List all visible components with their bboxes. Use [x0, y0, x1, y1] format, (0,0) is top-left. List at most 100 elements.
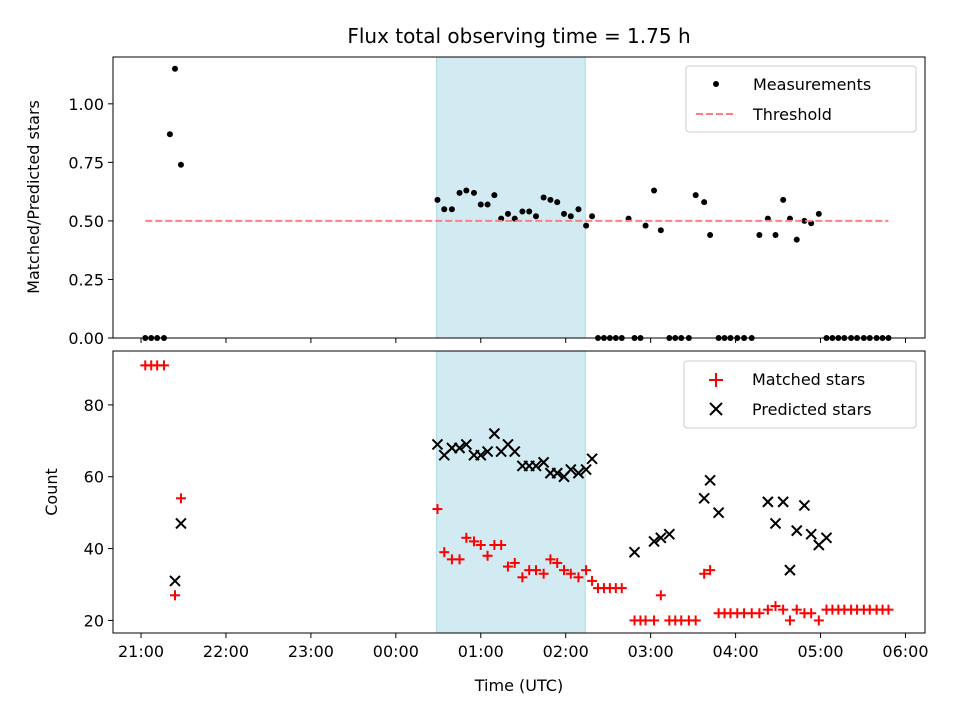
measurement-point [780, 196, 787, 203]
matched-stars-point [509, 557, 520, 568]
matched-stars-point [439, 547, 450, 558]
matched-stars-point [791, 604, 802, 615]
matched-stars-point [581, 565, 592, 576]
predicted-stars-point [762, 496, 774, 508]
ratio-panel-frame [112, 56, 926, 339]
measurement-point [692, 192, 699, 199]
predicted-stars-point [475, 449, 487, 461]
measurement-point [657, 227, 664, 234]
predicted-stars-point [798, 499, 811, 512]
legend-matched-label: Matched stars [752, 370, 865, 389]
count-panel: 21:00 22:00 23:00 00:00 01:00 02:00 03:00 04:00… [42, 350, 929, 695]
measurement-point [707, 231, 714, 238]
matched-stars-point [762, 604, 773, 615]
predicted-stars-point [820, 532, 833, 544]
matched-stars-point [170, 590, 181, 601]
measurement-point [651, 187, 658, 194]
matched-stars-point [573, 572, 584, 583]
matched-stars-point [655, 590, 666, 601]
ratio-panel: 0.00 0.25 0.50 0.75 1.00 Matched/Predicted s… [24, 56, 926, 348]
x-tick-label: 23:00 [288, 642, 334, 661]
x-tick-label: 04:00 [713, 642, 759, 661]
x-tick-label: 00:00 [373, 642, 419, 661]
legend-matched-marker [709, 373, 723, 387]
matched-stars-point [754, 608, 765, 619]
measurement-point [526, 208, 533, 215]
count-panel-frame [112, 350, 926, 634]
predicted-stars-point [453, 442, 466, 454]
matched-stars-point [552, 557, 563, 568]
predicted-stars-point [698, 492, 710, 504]
measurement-point [756, 231, 763, 238]
count-legend-box [683, 360, 917, 429]
legend-measurements-label: Measurements [753, 75, 871, 94]
matched-stars-point [640, 615, 651, 626]
predicted-stars-point [175, 517, 187, 530]
predicted-stars-point [530, 460, 542, 472]
predicted-stars-point [572, 467, 585, 479]
ratio-y-axis-label: Matched/Predicted stars [24, 100, 43, 294]
matched-stars-point [432, 504, 443, 515]
matched-stars-point [454, 554, 465, 565]
predicted-stars-point [648, 535, 660, 548]
predicted-stars-point [769, 517, 782, 530]
predicted-stars-point [655, 532, 667, 544]
count-legend: Matched stars Predicted stars [683, 360, 917, 429]
matched-stars-point [175, 493, 186, 504]
x-tick-label: 22:00 [203, 642, 249, 661]
count-observing-window [436, 350, 586, 634]
measurement-point [793, 236, 800, 243]
measurement-point [772, 231, 779, 238]
x-tick-label: 05:00 [797, 642, 843, 661]
predicted-stars-point [509, 445, 521, 458]
measurement-point [491, 192, 498, 199]
measurement-point [463, 187, 470, 194]
measurement-point [815, 210, 822, 217]
measurement-point [540, 194, 547, 201]
predicted-stars-point [551, 467, 563, 479]
measurement-point [547, 196, 554, 203]
measurement-point [448, 206, 455, 213]
matched-stars-point [468, 536, 479, 547]
x-tick-label: 02:00 [543, 642, 589, 661]
x-axis-label: Time (UTC) [474, 676, 563, 695]
matched-stars-point [813, 615, 824, 626]
count-y-tick-label: 60 [84, 468, 104, 487]
measurement-point [166, 131, 173, 138]
ratio-y-tick-label: 0.00 [68, 329, 104, 348]
predicted-stars-point [460, 438, 473, 451]
matched-stars-point [530, 565, 541, 576]
measurement-point [575, 206, 582, 213]
measurement-point [554, 199, 561, 206]
predicted-stars-point [488, 427, 501, 440]
measurement-point [519, 208, 526, 215]
legend-threshold-label: Threshold [752, 105, 832, 124]
predicted-stars-point [537, 456, 550, 469]
predicted-stars-point [805, 528, 817, 540]
ratio-legend-box [685, 65, 917, 133]
predicted-stars-point [791, 524, 803, 537]
chart-title: Flux total observing time = 1.75 h [347, 24, 690, 48]
x-tick-label: 01:00 [458, 642, 504, 661]
predicted-stars-point [712, 506, 725, 519]
measurement-point [456, 189, 463, 196]
matched-stars-point [770, 601, 781, 612]
measurement-point [172, 65, 179, 72]
predicted-stars-point [481, 445, 494, 458]
matched-stars-point [461, 532, 472, 543]
matched-stars-point [649, 615, 660, 626]
matched-stars-point [482, 550, 493, 561]
matched-stars-point [502, 561, 513, 572]
measurement-point [470, 189, 477, 196]
x-tick-label: 03:00 [628, 642, 674, 661]
matched-stars-point [496, 539, 507, 550]
measurement-point [801, 217, 808, 224]
predicted-stars-point [431, 438, 444, 451]
x-tick-label: 06:00 [882, 642, 928, 661]
matched-stars-point [475, 539, 486, 550]
measurement-point [484, 201, 491, 208]
measurement-point [177, 161, 184, 168]
matched-stars-point [559, 565, 570, 576]
matched-stars-point [705, 565, 716, 576]
measurement-point [441, 206, 448, 213]
